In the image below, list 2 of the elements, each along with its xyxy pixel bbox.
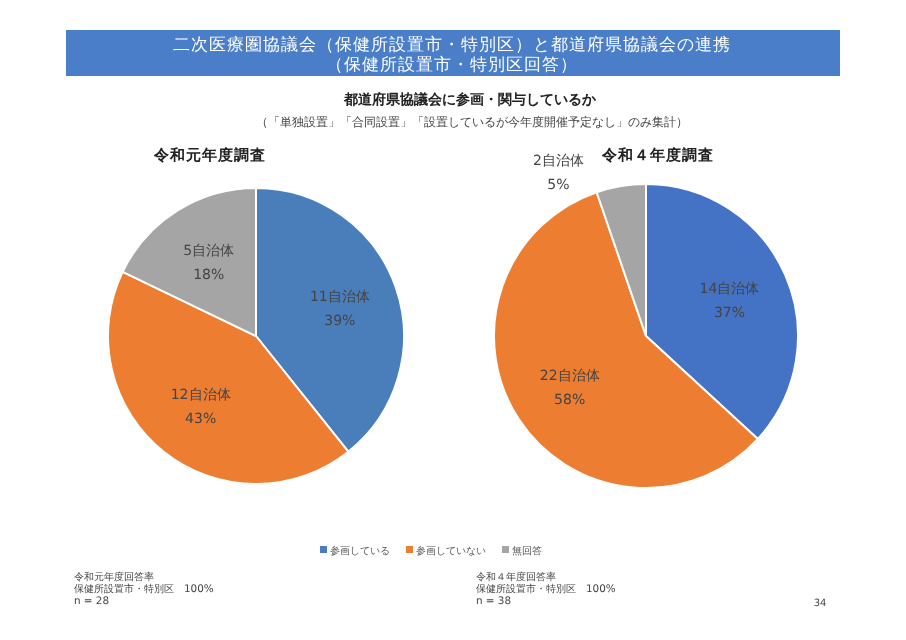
- text: （保健所設置市・特別区回答）: [326, 54, 578, 76]
- text: 二次医療圏協議会（保健所設置市・特別区）と都道府県協議会の連携: [173, 34, 731, 56]
